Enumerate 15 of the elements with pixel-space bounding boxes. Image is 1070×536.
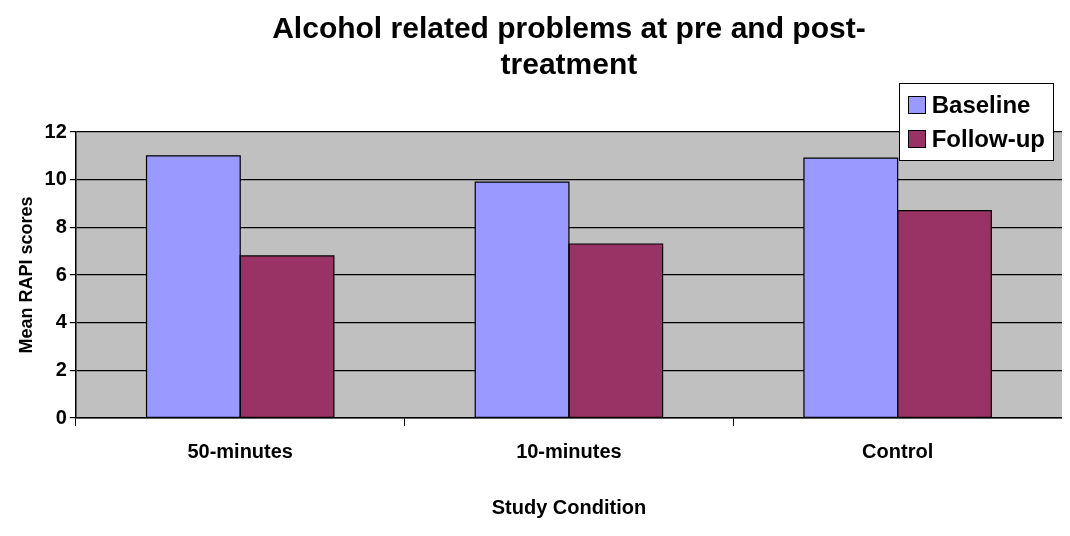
y-tick-label: 8 bbox=[55, 214, 67, 237]
legend-label: Follow-up bbox=[931, 124, 1045, 154]
y-tick-label: 10 bbox=[44, 167, 67, 190]
y-tick-label: 2 bbox=[55, 357, 67, 380]
x-axis-title: Study Condition bbox=[491, 495, 647, 518]
legend-label: Baseline bbox=[931, 90, 1031, 120]
chart-title: Alcohol related problems at pre and post-treatment bbox=[272, 11, 866, 81]
x-tick-label: Control bbox=[862, 439, 934, 462]
y-tick-label: 12 bbox=[44, 119, 67, 142]
y-tick-label: 6 bbox=[55, 262, 67, 285]
y-tick-label: 0 bbox=[55, 405, 67, 428]
y-axis-title: Mean RAPI scores bbox=[15, 196, 36, 354]
y-tick-label: 4 bbox=[55, 310, 68, 333]
x-tick-label: 50-minutes bbox=[187, 439, 293, 462]
x-tick-label: 10-minutes bbox=[516, 439, 622, 462]
